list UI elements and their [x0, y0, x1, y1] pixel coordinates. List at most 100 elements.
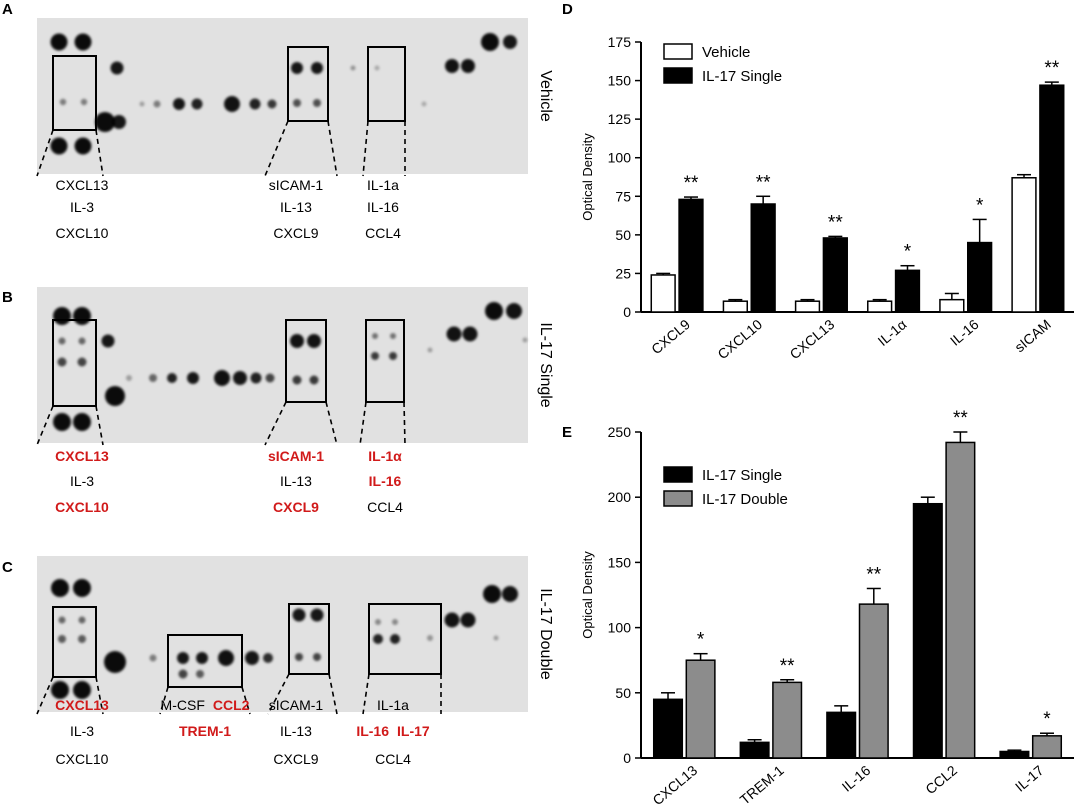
blot-spot: [78, 337, 86, 345]
cytokine-name: IL-13: [280, 199, 312, 215]
callout-line: [241, 686, 251, 715]
cytokine-name: CXCL9: [273, 225, 318, 241]
cytokine-label: M-CSF CCL2: [161, 697, 250, 713]
significance-label: **: [828, 212, 843, 233]
membrane: [37, 287, 528, 443]
blot-spot: [374, 65, 380, 71]
bar: [826, 711, 857, 759]
blot-spot: [50, 137, 68, 155]
cytokine-label: CCL4: [365, 225, 401, 241]
significance-label: **: [953, 408, 968, 429]
highlight-box: [52, 606, 97, 678]
legend-swatch: [663, 490, 693, 507]
cytokine-label: IL-16: [367, 199, 399, 215]
cytokine-label: CXCL10: [56, 225, 109, 241]
x-tick-label: TREM-1: [737, 762, 787, 805]
callout-line: [36, 676, 54, 715]
blot-spot: [460, 612, 476, 628]
x-tick-label: CXCL13: [649, 762, 700, 805]
bar: [1031, 735, 1063, 759]
cytokine-label: CCL4: [375, 751, 411, 767]
bar: [967, 241, 993, 313]
significance-label: *: [1043, 709, 1051, 730]
cytokine-name: CXCL9: [273, 751, 318, 767]
bar: [894, 269, 921, 313]
callout-line: [264, 401, 287, 446]
blot-spot: [421, 101, 427, 107]
blot-spot: [191, 98, 203, 110]
bar: [939, 298, 965, 313]
panel-letter: B: [2, 289, 13, 306]
blot-spot: [293, 99, 301, 107]
highlight-box: [287, 46, 329, 122]
blot-spot: [493, 635, 499, 641]
highlight-box: [368, 603, 442, 675]
cytokine-label: IL-3: [70, 199, 94, 215]
significance-label: **: [866, 564, 881, 585]
cytokine-name: CCL4: [365, 225, 401, 241]
blot-spot: [249, 98, 261, 110]
blot-spot: [310, 608, 324, 622]
cytokine-name: IL-1a: [367, 177, 399, 193]
cytokine-label: CXCL13: [55, 448, 109, 464]
y-tick-label: 125: [608, 111, 632, 127]
legend-swatch: [663, 466, 693, 483]
bar: [1011, 177, 1037, 313]
cytokine-label: TREM-1: [179, 723, 231, 739]
blot-spot: [295, 653, 303, 661]
blot-spot: [392, 619, 398, 625]
blot-spot: [78, 635, 86, 643]
blot-spot: [73, 307, 91, 325]
highlight-box: [285, 319, 327, 403]
blot-spot: [58, 616, 66, 624]
legend-label: IL-17 Single: [702, 68, 782, 85]
bar: [650, 274, 676, 313]
cytokine-label: CXCL9: [273, 751, 318, 767]
callout-line: [95, 129, 104, 177]
blot-spot: [73, 413, 91, 431]
cytokine-label: IL-13: [280, 723, 312, 739]
x-tick-label: IL-16: [839, 762, 874, 795]
panel-letter: C: [2, 559, 13, 576]
blot-spot: [427, 635, 433, 641]
callout-line: [267, 673, 290, 715]
blot-spot: [51, 579, 69, 597]
bar: [685, 659, 716, 759]
callout-line: [359, 401, 367, 446]
condition-label: Vehicle: [537, 70, 554, 122]
condition-label: IL-17 Double: [537, 588, 554, 680]
legend-swatch: [663, 67, 693, 84]
blot-spot: [112, 115, 126, 129]
cytokine-label: IL-1a: [377, 697, 409, 713]
cytokine-label: IL-16: [369, 473, 402, 489]
cytokine-label: IL-3: [70, 473, 94, 489]
blot-spot: [101, 334, 115, 348]
blot-spot: [481, 33, 499, 51]
blot-spot: [95, 112, 115, 132]
significance-label: *: [904, 242, 912, 263]
blot-spot: [522, 337, 528, 343]
cytokine-name: sICAM-1: [268, 448, 324, 464]
cytokine-label: sICAM-1: [269, 697, 324, 713]
blot-spot: [59, 98, 67, 106]
cytokine-name: IL-1α: [368, 448, 402, 464]
y-tick-label: 75: [615, 188, 631, 204]
blot-panel-c: C IL-17 Double CXCL13 IL-3 CXCL10 M-CSF CCL2 TR…: [2, 556, 554, 767]
y-tick-label: 250: [608, 424, 632, 440]
blot-spot: [372, 333, 378, 339]
blot-spot: [313, 99, 321, 107]
blot-spot: [196, 652, 208, 664]
x-tick-label: sICAM: [1011, 316, 1053, 355]
panel-letter: E: [562, 424, 572, 441]
blot-spot: [73, 579, 91, 597]
cytokine-name: sICAM-1: [269, 177, 324, 193]
cytokine-name: CXCL10: [56, 751, 109, 767]
blot-spot: [126, 375, 132, 381]
cytokine-name: IL-3: [70, 723, 94, 739]
cytokine-name: sICAM-1: [269, 697, 324, 713]
spot-group: [50, 33, 517, 155]
blot-spot: [187, 372, 199, 384]
blot-spot: [139, 101, 145, 107]
x-tick-label: CXCL9: [648, 316, 693, 357]
